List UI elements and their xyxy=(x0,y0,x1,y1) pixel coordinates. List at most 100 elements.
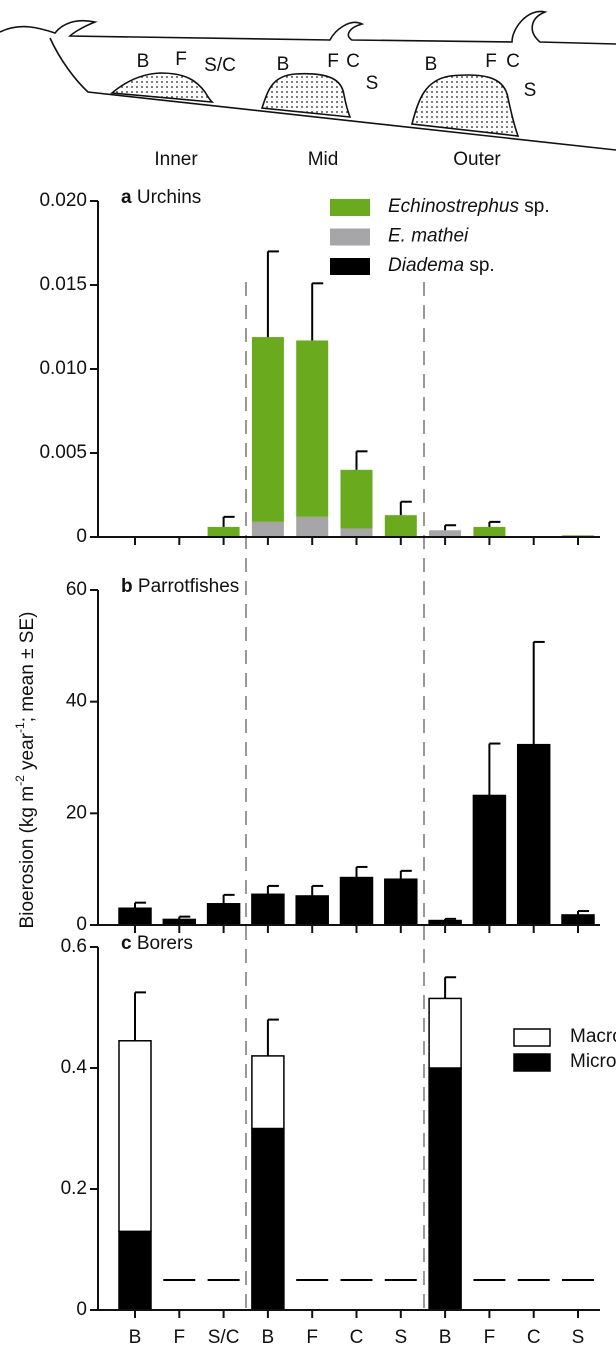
legend-swatch xyxy=(330,258,370,275)
bar xyxy=(118,1230,152,1311)
error-bar xyxy=(399,500,412,516)
legend-label: Echinostrephus sp. xyxy=(388,196,550,217)
zone-label: F xyxy=(327,51,339,72)
bar xyxy=(295,895,329,926)
x-tick-label: B xyxy=(129,1327,142,1348)
y-tick-label: 0.4 xyxy=(61,1057,88,1078)
y-tick-label: 60 xyxy=(66,579,87,600)
bar xyxy=(251,337,284,522)
error-bar xyxy=(355,865,368,878)
panel-name: Borers xyxy=(137,933,193,954)
bar xyxy=(429,530,462,537)
y-tick-label: 0 xyxy=(76,914,87,935)
bar xyxy=(428,1067,462,1311)
zone-label: S xyxy=(366,73,379,94)
error-bar xyxy=(444,976,457,999)
y-tick-label: 20 xyxy=(66,802,87,823)
legend-suffix: sp. xyxy=(524,196,549,217)
bar xyxy=(207,526,240,537)
panel-letter: b xyxy=(121,576,133,597)
legend-name: Macro xyxy=(570,1026,616,1047)
y-label-text: Bioerosion (kg m xyxy=(17,786,38,929)
y-tick-label: 40 xyxy=(66,691,87,712)
error-bar xyxy=(399,869,412,880)
panel-title: b Parrotfishes xyxy=(121,576,239,597)
sea-surface xyxy=(0,10,616,45)
bar xyxy=(472,794,507,926)
zone-label: B xyxy=(277,54,290,75)
bar xyxy=(206,903,241,926)
y-label-text: year xyxy=(17,732,38,775)
reef-slope xyxy=(49,37,616,151)
zone-label: S xyxy=(524,80,537,101)
x-tick-label: B xyxy=(439,1327,452,1348)
legend-label: Micro xyxy=(570,1051,616,1072)
x-tick-label: F xyxy=(306,1327,318,1348)
y-label-text: ; mean ± SE) xyxy=(17,612,38,723)
legend-label: Macro xyxy=(570,1026,616,1047)
y-axis-label: Bioerosion (kg m-2 year-1; mean ± SE) xyxy=(13,612,38,929)
panel-title: a Urchins xyxy=(121,187,201,208)
legend-swatch xyxy=(330,228,370,246)
mid-reef xyxy=(260,72,352,118)
y-tick-label: 0.005 xyxy=(39,442,87,463)
error-bar xyxy=(488,742,501,796)
y-tick-label: 0 xyxy=(76,1299,87,1320)
y-label-sup: -2 xyxy=(13,775,27,786)
error-bar xyxy=(134,991,146,1041)
bar xyxy=(516,743,551,926)
x-tick-label: F xyxy=(484,1327,496,1348)
bar xyxy=(118,907,152,926)
bar xyxy=(340,469,373,529)
error-bar xyxy=(178,915,191,920)
outer-reef xyxy=(411,74,520,137)
panel-title: c Borers xyxy=(121,933,193,954)
y-label-sup: -1 xyxy=(13,722,27,733)
legend-name: Micro xyxy=(570,1051,616,1072)
y-tick-label: 0.015 xyxy=(39,274,87,295)
zone-label: C xyxy=(506,51,520,72)
reef-zone: Inner xyxy=(154,149,198,170)
legend-name: E. mathei xyxy=(388,226,469,247)
error-bar xyxy=(266,250,279,338)
bar xyxy=(296,516,329,537)
zone-label: F xyxy=(485,51,497,72)
zone-label: F xyxy=(175,49,187,70)
bar xyxy=(339,876,374,926)
x-tick-label: S xyxy=(572,1327,585,1348)
x-tick-label: B xyxy=(262,1327,275,1348)
error-bar xyxy=(311,884,324,896)
legend-swatch xyxy=(330,199,370,216)
panel-letter: c xyxy=(121,933,132,954)
bar xyxy=(340,528,373,537)
y-tick-label: 0.010 xyxy=(39,358,87,379)
x-tick-label: C xyxy=(350,1327,364,1348)
bar xyxy=(251,521,284,537)
bar xyxy=(428,997,462,1069)
panel-name: Parrotfishes xyxy=(138,576,239,597)
zone-label: B xyxy=(425,54,438,75)
bar xyxy=(251,1055,285,1130)
y-tick-label: 0.020 xyxy=(39,190,87,211)
y-tick-label: 0.2 xyxy=(61,1178,87,1199)
legend-label: E. mathei xyxy=(388,226,469,247)
x-tick-label: S xyxy=(394,1327,407,1348)
bar xyxy=(251,1127,285,1311)
x-tick-label: C xyxy=(527,1327,541,1348)
error-bar xyxy=(355,450,368,470)
zone-label: B xyxy=(137,51,150,72)
error-bar xyxy=(444,524,457,531)
legend-name: Echinostrephus xyxy=(388,196,519,217)
x-tick-label: S/C xyxy=(208,1327,240,1348)
panel-name: Urchins xyxy=(137,187,201,208)
bar xyxy=(473,526,506,537)
bar xyxy=(296,340,329,517)
zone-label: S/C xyxy=(204,55,236,76)
reef-diagram xyxy=(0,10,616,151)
error-bar xyxy=(444,917,457,921)
bar xyxy=(384,878,418,926)
legend-label: Diadema sp. xyxy=(388,255,495,276)
bar xyxy=(561,914,595,926)
error-bar xyxy=(134,901,146,909)
